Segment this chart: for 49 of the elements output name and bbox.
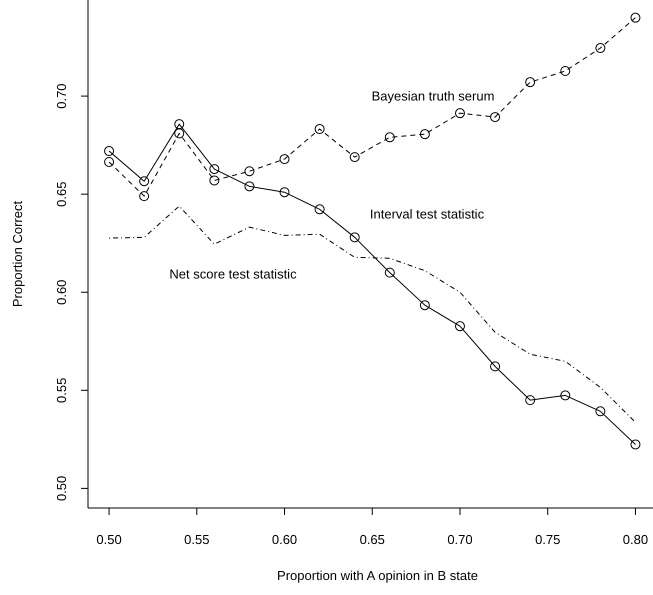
point: [174, 119, 184, 130]
y-tick-label: 0.60: [54, 280, 69, 305]
y-axis-title: Proportion Correct: [10, 200, 25, 308]
x-tick-label: 0.65: [360, 532, 385, 547]
point: [350, 152, 360, 162]
y-tick-label: 0.50: [54, 476, 69, 502]
x-tick-label: 0.50: [96, 532, 122, 547]
point: [490, 112, 500, 122]
point: [630, 439, 640, 450]
point: [420, 129, 430, 140]
point: [420, 300, 430, 310]
point: [384, 132, 395, 142]
x-tick-label: 0.55: [184, 532, 210, 547]
y-tick-label: 0.55: [54, 378, 69, 403]
point: [209, 175, 220, 186]
x-axis-title: Proportion with A opinion in B state: [277, 568, 478, 583]
y-tick-label: 0.70: [54, 83, 69, 109]
point: [384, 268, 395, 278]
point: [139, 176, 150, 186]
point: [174, 128, 184, 138]
x-tick-label: 0.70: [447, 532, 473, 547]
point: [490, 361, 500, 372]
point: [209, 164, 220, 174]
point: [630, 12, 640, 23]
x-tick-label: 0.60: [272, 532, 298, 547]
point: [595, 406, 606, 416]
point: [454, 108, 465, 118]
x-tick-label: 0.80: [622, 532, 648, 547]
x-tick-label: 0.75: [535, 532, 560, 547]
point: [595, 43, 606, 54]
point: [104, 157, 114, 168]
point: [314, 204, 325, 214]
point: [280, 187, 290, 198]
point: [560, 66, 570, 76]
point: [525, 77, 536, 88]
point: [244, 181, 254, 192]
annotation: Bayesian truth serum: [372, 88, 494, 104]
point: [139, 191, 150, 202]
annotation: Net score test statistic: [169, 266, 298, 282]
annotation: Interval test statistic: [370, 206, 485, 222]
point: [525, 395, 536, 406]
point: [560, 390, 570, 400]
point: [104, 146, 114, 156]
point: [244, 166, 254, 176]
point: [314, 124, 325, 134]
point: [280, 154, 290, 164]
y-tick-label: 0.65: [54, 182, 69, 207]
point: [454, 321, 465, 332]
point: [350, 232, 360, 242]
